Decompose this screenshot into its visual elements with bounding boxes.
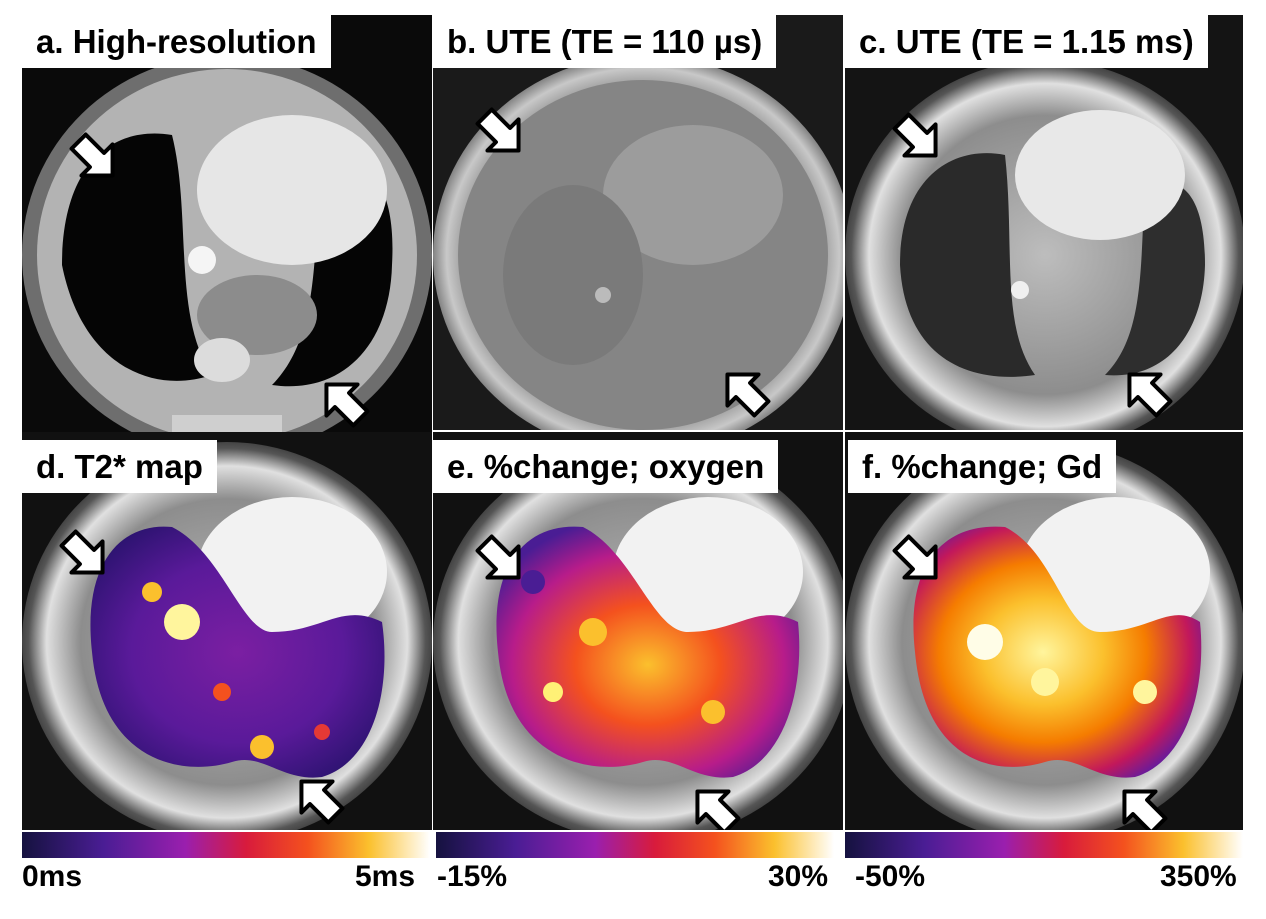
panel-b-image: [433, 15, 843, 430]
arrow-icon: [683, 777, 743, 830]
colorbar-d-max: 5ms: [355, 860, 416, 893]
panel-b-label: b. UTE (TE = 110 µs): [433, 15, 777, 68]
arrow-icon: [1110, 777, 1170, 830]
panel-c-label: c. UTE (TE = 1.15 ms): [845, 15, 1208, 68]
colorbar-e: [436, 832, 834, 858]
panel-e-label: e. %change; oxygen: [433, 440, 779, 493]
arrow-icon: [312, 370, 372, 430]
panel-d-image: [22, 432, 432, 830]
panel-a-label: a. High-resolution: [22, 15, 331, 68]
arrow-icon: [287, 767, 347, 827]
arrow-icon: [473, 105, 533, 165]
arrow-icon: [890, 110, 950, 170]
panel-f-image: [845, 432, 1243, 830]
colorbar-e-min: -15%: [437, 860, 508, 893]
arrow-icon: [67, 130, 127, 190]
panel-e-image: [433, 432, 843, 830]
colorbar-f-max: 350%: [1160, 860, 1237, 893]
panel-f-label: f. %change; Gd: [848, 440, 1117, 493]
arrow-icon: [473, 532, 533, 592]
arrow-icon: [890, 532, 950, 592]
colorbar-f-min: -50%: [855, 860, 926, 893]
arrow-icon: [713, 360, 773, 420]
arrow-icon: [1115, 360, 1175, 420]
panel-c-image: [845, 15, 1243, 430]
arrow-icon: [57, 527, 117, 587]
colorbar-e-max: 30%: [768, 860, 829, 893]
colorbar-d: [22, 832, 430, 858]
colorbar-d-min: 0ms: [22, 860, 83, 893]
colorbar-f: [845, 832, 1243, 858]
panel-d-label: d. T2* map: [22, 440, 217, 493]
panel-a-image: [22, 15, 432, 460]
